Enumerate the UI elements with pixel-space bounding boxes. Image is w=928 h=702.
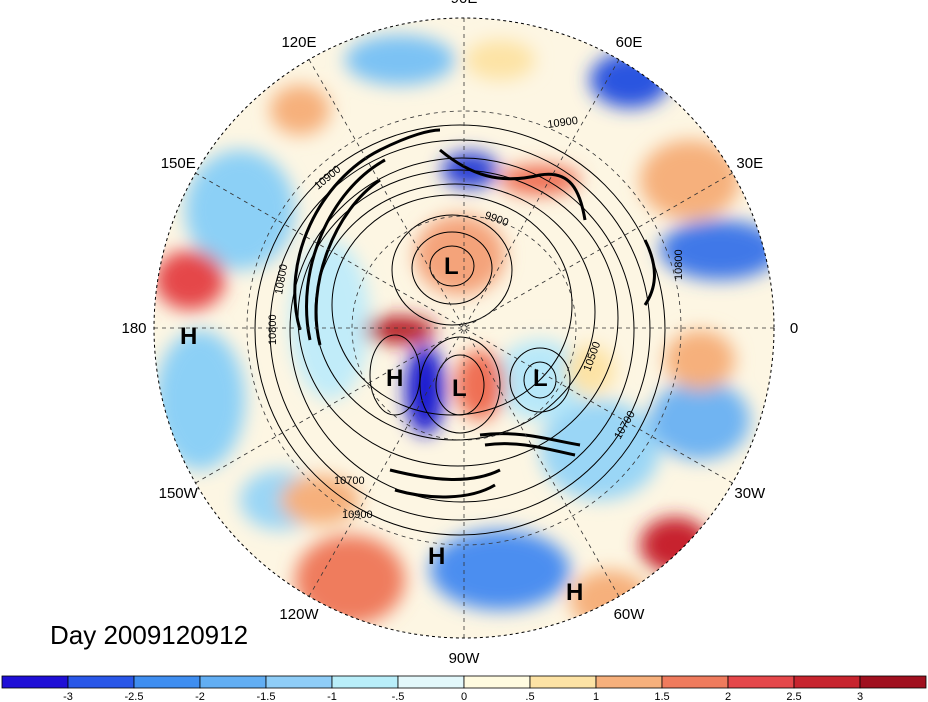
colorbar-tick-label: -.5: [392, 691, 405, 702]
colorbar-tick-label: 0: [461, 691, 467, 702]
colorbar-swatch: [397, 675, 465, 689]
colorbar-swatch: [199, 675, 267, 689]
colorbar-swatch: [463, 675, 531, 689]
colorbar-swatch: [661, 675, 729, 689]
low-center-arctic: L: [452, 375, 467, 402]
colorbar-swatch: [529, 675, 597, 689]
high-center-pacific: H: [180, 323, 197, 350]
longitude-label: 90E: [451, 0, 478, 7]
colorbar-tick-label: -2: [195, 691, 205, 702]
colorbar-tick-label: .5: [525, 691, 534, 702]
longitude-label: 120E: [281, 34, 316, 51]
colorbar-tick-label: 2: [725, 691, 731, 702]
colorbar-swatch: [859, 675, 927, 689]
pressure-centers: L L L H H H H: [180, 253, 583, 606]
jet-streaks: [293, 128, 656, 499]
longitude-labels: 90E 60E 30E 0 30W 60W 90W 120W 150W 180 150E 120E: [121, 0, 798, 667]
longitude-label: 90W: [449, 650, 481, 667]
longitude-label: 120W: [279, 606, 319, 623]
contour-label: 10800: [673, 249, 685, 280]
longitude-label: 0: [790, 320, 798, 337]
colorbar-tick-label: 2.5: [786, 691, 801, 702]
colorbar-tick-label: -2.5: [125, 691, 144, 702]
longitude-label: 150W: [159, 485, 199, 502]
anomaly-field: [154, 18, 774, 638]
colorbar-swatch: [595, 675, 663, 689]
high-center-alaska: H: [386, 365, 403, 392]
colorbar-swatch: [1, 675, 69, 689]
colorbar-tick-label: 1: [593, 691, 599, 702]
colorbar-swatch: [265, 675, 333, 689]
high-center-south-america: H: [566, 579, 583, 606]
colorbar-swatch: [331, 675, 399, 689]
longitude-label: 150E: [161, 155, 196, 172]
colorbar-swatch: [727, 675, 795, 689]
map-boundary: [153, 17, 775, 639]
longitude-label: 30E: [736, 155, 763, 172]
longitude-label: 60E: [616, 34, 643, 51]
contour-label: 10800: [273, 263, 290, 295]
longitude-label: 60W: [614, 606, 646, 623]
low-center-eurasia: L: [444, 253, 459, 280]
colorbar-swatch: [793, 675, 861, 689]
date-title: Day 2009120912: [50, 620, 249, 650]
colorbar-tick-label: -1: [327, 691, 337, 702]
contour-label: 10900: [547, 115, 579, 131]
colorbar-swatch: [67, 675, 135, 689]
low-center-greenland: L: [533, 365, 548, 392]
colorbar-tick-label: -3: [63, 691, 73, 702]
longitude-label: 180: [121, 320, 146, 337]
colorbar: -3 -2.5 -2 -1.5 -1 -.5 0 .5 1 1.5 2 2.5 3: [1, 675, 927, 702]
contour-label: 10700: [334, 475, 365, 487]
colorbar-tick-label: 3: [857, 691, 863, 702]
contour-label: 10900: [342, 509, 373, 521]
longitude-label: 30W: [734, 485, 766, 502]
colorbar-tick-label: 1.5: [654, 691, 669, 702]
high-center-mexico: H: [428, 543, 445, 570]
colorbar-tick-label: -1.5: [257, 691, 276, 702]
graticule: [246, 110, 682, 546]
contour-label: 10800: [267, 314, 279, 345]
colorbar-swatch: [133, 675, 201, 689]
